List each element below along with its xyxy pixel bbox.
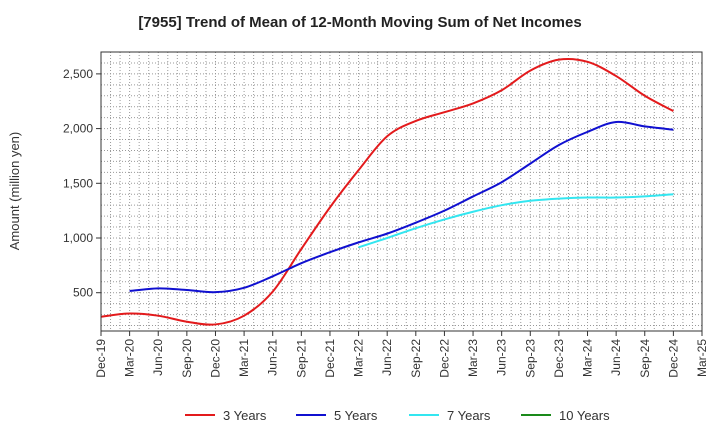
y-tick-label: 1,500	[63, 176, 93, 190]
x-tick-label: Dec-20	[208, 339, 222, 378]
legend-label-3-years: 3 Years	[223, 408, 267, 423]
legend: 3 Years 5 Years 7 Years 10 Years	[185, 408, 610, 423]
y-axis-label: Amount (million yen)	[7, 132, 22, 251]
y-tick-label: 500	[73, 286, 93, 300]
x-tick-label: Sep-20	[180, 339, 194, 378]
x-tick-label: Mar-22	[352, 339, 366, 377]
y-tick-label: 2,000	[63, 122, 93, 136]
legend-label-5-years: 5 Years	[334, 408, 378, 423]
x-tick-label: Sep-24	[638, 339, 652, 378]
x-tick-label: Dec-19	[94, 339, 108, 378]
grid-layer	[100, 51, 703, 331]
x-tick-label: Jun-22	[380, 339, 394, 376]
frame-layer	[100, 51, 703, 332]
x-tick-label: Dec-23	[552, 339, 566, 378]
plot-area	[101, 52, 702, 331]
y-tick-label: 1,000	[63, 231, 93, 245]
x-tick-label: Dec-22	[437, 339, 451, 378]
chart-title: [7955] Trend of Mean of 12-Month Moving …	[138, 14, 582, 31]
x-tick-label: Jun-20	[151, 339, 165, 376]
series-line-3-years	[100, 57, 674, 326]
y-tick-label: 2,500	[63, 67, 93, 81]
y-axis: 500 1,000 1,500 2,000 2,500	[63, 67, 101, 300]
x-tick-label: Mar-23	[466, 339, 480, 377]
series-line-5-years	[129, 120, 674, 294]
x-tick-label: Jun-21	[266, 339, 280, 376]
x-tick-label: Mar-20	[123, 339, 137, 377]
x-tick-label: Jun-23	[495, 339, 509, 376]
x-tick-label: Sep-22	[409, 339, 423, 378]
series-line-7-years	[358, 193, 674, 249]
x-tick-label: Dec-21	[323, 339, 337, 378]
x-tick-label: Dec-24	[666, 339, 680, 378]
x-axis: Dec-19 Mar-20 Jun-20 Sep-20 Dec-20 Mar-21 Jun-…	[94, 331, 709, 378]
x-tick-label: Sep-23	[523, 339, 537, 378]
x-tick-label: Mar-25	[695, 339, 709, 377]
x-tick-label: Sep-21	[294, 339, 308, 378]
legend-label-10-years: 10 Years	[559, 408, 610, 423]
plot-frame	[100, 51, 703, 332]
x-tick-label: Mar-21	[237, 339, 251, 377]
x-tick-label: Jun-24	[609, 339, 623, 376]
series-layer	[100, 57, 674, 326]
x-tick-label: Mar-24	[581, 339, 595, 377]
legend-label-7-years: 7 Years	[447, 408, 491, 423]
